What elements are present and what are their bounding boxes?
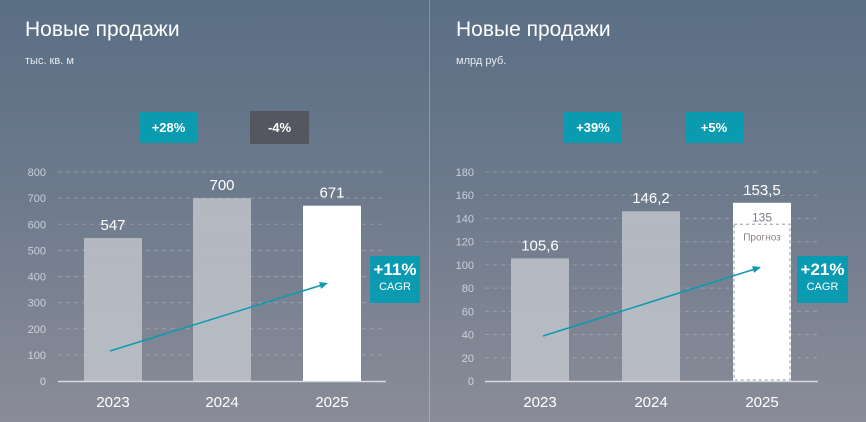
- forecast-box: [733, 223, 791, 381]
- y-tick-label: 100: [28, 350, 46, 362]
- chart-unit: тыс. кв. м: [25, 55, 74, 67]
- y-tick-label: 0: [468, 376, 474, 388]
- y-tick-label: 700: [28, 193, 46, 205]
- arrowhead-icon: [319, 282, 328, 289]
- cagr-value: +11%: [373, 260, 417, 279]
- bar-value-label: 700: [209, 177, 234, 194]
- cagr-label: CAGR: [806, 281, 839, 293]
- panel-divider: [429, 0, 430, 422]
- y-tick-label: 300: [28, 298, 46, 310]
- y-tick-label: 120: [456, 237, 474, 249]
- y-tick-label: 800: [28, 167, 46, 179]
- bar-value-label: 153,5: [743, 182, 781, 199]
- y-tick-label: 0: [40, 376, 46, 388]
- chart-panel-revenue: Новые продажи млрд руб. 0 20 40 60 80 100 120 1…: [431, 0, 866, 422]
- chart-title: Новые продажи: [25, 18, 180, 41]
- chart-svg: 0 100 200 300 400 500 600 700 800 547 2023 700 2024 6…: [28, 167, 386, 411]
- y-tick-label: 160: [456, 190, 474, 202]
- cagr-label: CAGR: [379, 281, 411, 293]
- y-tick-label: 180: [456, 167, 474, 179]
- x-tick-label: 2023: [96, 394, 129, 411]
- chart-unit: млрд руб.: [456, 55, 507, 67]
- y-tick-label: 20: [462, 353, 474, 365]
- cagr-badge: +21% CAGR: [797, 256, 848, 303]
- bar-value-label: 547: [100, 217, 125, 234]
- x-tick-label: 2024: [634, 394, 667, 411]
- x-tick-label: 2025: [315, 394, 348, 411]
- arrowhead-icon: [752, 266, 761, 273]
- cagr-badge: +11% CAGR: [370, 256, 420, 303]
- bar-2023: [84, 238, 142, 381]
- change-badge-2025: -4%: [250, 111, 309, 144]
- y-tick-label: 500: [28, 245, 46, 257]
- bar-value-label: 671: [319, 185, 344, 202]
- bar-2023: [511, 258, 569, 381]
- bar-value-label: 105,6: [521, 237, 559, 254]
- y-tick-label: 140: [456, 213, 474, 225]
- y-tick-label: 100: [456, 260, 474, 272]
- change-badge-2025: +5%: [685, 112, 743, 143]
- x-tick-label: 2024: [205, 394, 238, 411]
- cagr-value: +21%: [800, 260, 845, 279]
- y-tick-label: 40: [462, 330, 474, 342]
- y-tick-label: 400: [28, 272, 46, 284]
- x-tick-label: 2025: [745, 394, 778, 411]
- bar-2024: [193, 198, 251, 381]
- change-badge-2024: +39%: [564, 112, 622, 143]
- chart-svg: 0 20 40 60 80 100 120 140 160 180 105,6 2023 146,2 20…: [456, 167, 818, 411]
- bar-2025: [303, 205, 361, 381]
- change-badge-2024: +28%: [140, 112, 197, 143]
- forecast-label: Прогноз: [743, 232, 781, 243]
- y-tick-label: 80: [462, 283, 474, 295]
- y-tick-label: 60: [462, 306, 474, 318]
- cagr-arrow-line: [109, 284, 323, 352]
- chart-panel-area: Новые продажи тыс. кв. м 0 100 200 300 400 50…: [0, 0, 429, 422]
- y-tick-label: 200: [28, 324, 46, 336]
- chart-title: Новые продажи: [456, 18, 611, 41]
- bar-value-label: 146,2: [632, 190, 670, 207]
- y-tick-label: 600: [28, 219, 46, 231]
- cagr-arrow-line: [542, 268, 756, 337]
- forecast-value-label: 135: [752, 210, 772, 224]
- bar-2025: [733, 202, 791, 381]
- x-tick-label: 2023: [523, 394, 556, 411]
